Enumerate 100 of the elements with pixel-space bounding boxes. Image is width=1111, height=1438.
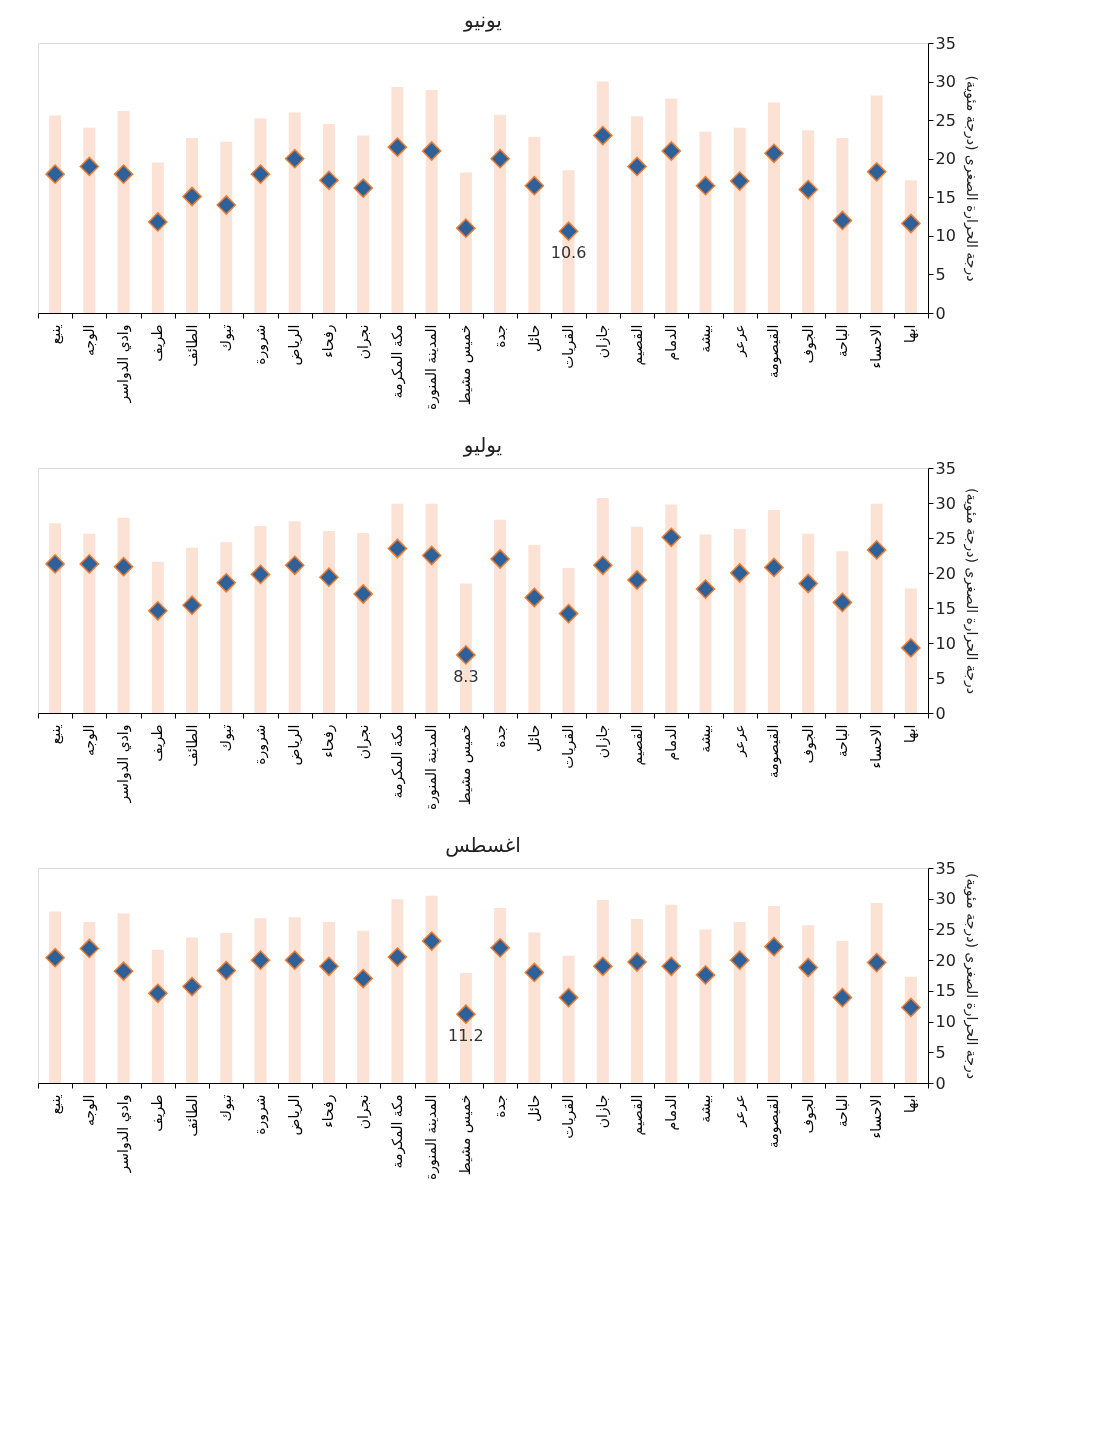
y-tick-label: 20	[935, 950, 956, 970]
x-tick-label: الدمام	[662, 324, 679, 361]
y-tick-label: 20	[935, 563, 956, 583]
bar	[151, 561, 164, 713]
y-tick-label: 10	[935, 633, 956, 653]
x-tick-label: مكة المكرمة	[388, 324, 406, 399]
x-tick-label: ينبع	[46, 324, 64, 345]
point	[695, 965, 716, 985]
x-tick-label: القريات	[560, 324, 578, 369]
bar	[802, 925, 815, 1083]
point	[524, 962, 545, 983]
x-tick-label: نجران	[354, 324, 372, 360]
bar	[425, 895, 438, 1083]
bar	[836, 551, 849, 713]
point	[866, 952, 887, 973]
point	[216, 572, 237, 593]
y-tick-label: 35	[935, 33, 956, 53]
x-tick-label: شرورة	[252, 724, 269, 765]
x-tick-label: رفحاء	[320, 324, 338, 358]
x-tick-label: مكة المكرمة	[388, 724, 406, 799]
bar	[767, 510, 780, 713]
x-tick-label: القيصومة	[765, 1094, 783, 1149]
x-tick-label: خميس مشيط	[457, 324, 475, 406]
x-tick-label: الباحة	[833, 1094, 850, 1128]
y-tick-label: 0	[935, 1073, 946, 1093]
x-tick-label: الاحساء	[868, 724, 885, 769]
point	[695, 175, 716, 196]
x-tick-label: ابها	[902, 1094, 920, 1114]
point	[45, 947, 65, 968]
bar	[391, 503, 404, 713]
x-tick-label: حائل	[525, 1094, 542, 1122]
bar	[596, 899, 609, 1083]
x-tick-label: حائل	[525, 324, 542, 352]
point	[284, 555, 305, 576]
bar	[836, 941, 849, 1083]
x-tick-label: رفحاء	[320, 1094, 338, 1128]
x-tick-label: ينبع	[46, 1094, 64, 1115]
x-tick-label: القريات	[560, 724, 578, 769]
y-tick-label: 25	[935, 919, 956, 939]
x-tick-label: عرعر	[731, 724, 749, 758]
bar	[802, 533, 815, 713]
point	[524, 175, 545, 196]
bar	[83, 922, 96, 1083]
bar	[665, 904, 678, 1083]
point	[147, 600, 168, 621]
bar	[733, 127, 746, 313]
x-tick-label: الدمام	[662, 1094, 679, 1131]
point	[421, 141, 442, 161]
bar	[117, 913, 130, 1083]
bar	[254, 118, 267, 313]
bar	[83, 127, 96, 313]
point	[387, 538, 408, 559]
y-tick-label: 30	[935, 889, 956, 909]
x-tick-label: الباحة	[833, 324, 850, 358]
x-tick-label: الدمام	[662, 724, 679, 761]
x-tick-label: القيصومة	[765, 324, 783, 379]
point	[421, 931, 442, 951]
bar	[357, 930, 370, 1083]
y-tick-label: 25	[935, 110, 956, 130]
x-tick-label: حائل	[525, 724, 542, 752]
x-tick-label: القصيم	[628, 1094, 646, 1136]
bar	[117, 517, 130, 713]
bar	[357, 533, 370, 713]
x-tick-label: الرياض	[286, 1094, 304, 1136]
x-tick-label: ابها	[902, 324, 920, 344]
bar	[733, 528, 746, 713]
bar	[425, 90, 438, 313]
point	[182, 595, 202, 616]
x-tick-label: الجوف	[799, 1094, 817, 1134]
point	[147, 212, 168, 232]
data-label: 10.6	[550, 243, 587, 263]
point	[79, 156, 100, 177]
bar	[665, 504, 678, 713]
point	[764, 557, 784, 578]
point	[592, 956, 613, 977]
x-tick-label: الجوف	[799, 324, 817, 364]
point	[764, 143, 784, 164]
point	[832, 210, 853, 231]
bar	[870, 95, 883, 313]
bar	[528, 932, 541, 1083]
x-tick-label: جازان	[594, 324, 612, 359]
point	[832, 987, 853, 1008]
chart-title: يونيو	[463, 8, 502, 32]
point	[353, 178, 374, 198]
point	[558, 987, 579, 1008]
point	[901, 997, 921, 1018]
bar	[665, 98, 678, 313]
x-tick-label: الوجه	[80, 724, 98, 757]
bar	[83, 533, 96, 713]
point	[592, 125, 613, 146]
y-tick-label: 30	[935, 493, 956, 513]
point	[627, 570, 647, 590]
point	[661, 527, 682, 548]
x-tick-label: وادي الدواسر	[115, 724, 133, 804]
y-tick-label: 5	[935, 1042, 946, 1062]
bar	[254, 918, 267, 1083]
bar	[631, 918, 644, 1083]
point	[284, 148, 305, 169]
point	[490, 549, 510, 569]
x-tick-label: جدة	[491, 324, 508, 348]
